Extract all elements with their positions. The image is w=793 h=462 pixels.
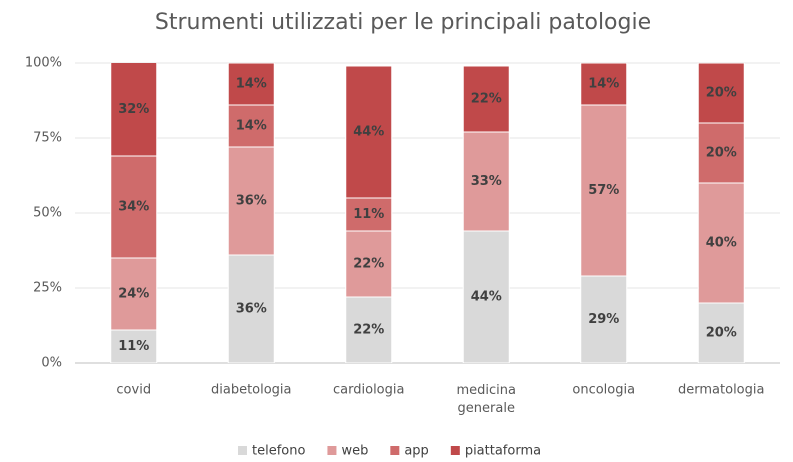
bar-segment <box>227 63 275 106</box>
bar-segment <box>227 146 275 256</box>
legend-swatch <box>390 446 400 455</box>
data-label: 22% <box>353 323 384 338</box>
bar-segment <box>580 104 628 277</box>
bar-segment <box>345 65 393 199</box>
data-label: 40% <box>706 236 737 251</box>
data-label: 14% <box>236 77 267 92</box>
data-label: 32% <box>118 102 149 117</box>
x-tick-label: dermatologia <box>678 383 764 398</box>
x-tick-label: medicina generale <box>457 383 517 416</box>
y-tick-label: 100% <box>25 56 62 71</box>
bar-segment <box>110 155 158 259</box>
y-tick-label: 75% <box>33 131 62 146</box>
legend-label: piattaforma <box>465 444 541 459</box>
data-label: 20% <box>706 146 737 161</box>
bar-segment <box>462 230 510 363</box>
legend-label: telefono <box>252 444 305 459</box>
y-tick-label: 0% <box>41 356 62 371</box>
bar-segment <box>110 63 158 157</box>
data-label: 11% <box>353 207 384 222</box>
y-tick-label: 25% <box>33 281 62 296</box>
bar-segment <box>345 296 393 363</box>
data-label: 22% <box>353 257 384 272</box>
bar-segment <box>462 131 510 232</box>
bar-segment <box>697 182 745 304</box>
x-tick-label: cardiologia <box>333 383 404 398</box>
data-label: 14% <box>236 119 267 134</box>
bar-segment <box>580 63 628 106</box>
data-label: 20% <box>706 86 737 101</box>
data-label: 44% <box>471 290 502 305</box>
chart-title: Strumenti utilizzati per le principali p… <box>155 10 651 35</box>
data-label: 44% <box>353 125 384 140</box>
grid <box>75 62 780 364</box>
data-label: 14% <box>588 77 619 92</box>
data-label: 36% <box>236 302 267 317</box>
bar-segment <box>110 257 158 331</box>
bar-segment <box>580 275 628 363</box>
labels: 0% 25% 50% 75% 100% covid 11% 24% 34% 32% diabetol… <box>25 56 765 459</box>
x-tick-label: oncologia <box>572 383 635 398</box>
data-label: 57% <box>588 183 619 198</box>
bars <box>110 63 745 363</box>
data-label: 22% <box>471 92 502 107</box>
bar-segment <box>697 63 745 124</box>
bar-segment <box>110 329 158 363</box>
x-tick-label: diabetologia <box>211 383 292 398</box>
legend-label: app <box>404 444 428 459</box>
x-tick-label: covid <box>116 383 151 398</box>
bar-segment <box>462 65 510 133</box>
bar-segment <box>227 254 275 363</box>
bar-segment <box>345 230 393 298</box>
data-label: 36% <box>236 194 267 209</box>
legend-label: web <box>341 444 368 459</box>
data-label: 34% <box>118 200 149 215</box>
legend-swatch <box>450 446 460 455</box>
legend-swatch <box>238 446 247 455</box>
data-label: 29% <box>588 312 619 327</box>
bar-segment <box>697 122 745 184</box>
legend-swatch <box>327 446 337 455</box>
bar-segment <box>227 104 275 148</box>
data-label: 33% <box>471 174 502 189</box>
data-label: 11% <box>118 339 149 354</box>
y-tick-label: 50% <box>33 206 62 221</box>
data-label: 24% <box>118 287 149 302</box>
data-label: 20% <box>706 326 737 341</box>
